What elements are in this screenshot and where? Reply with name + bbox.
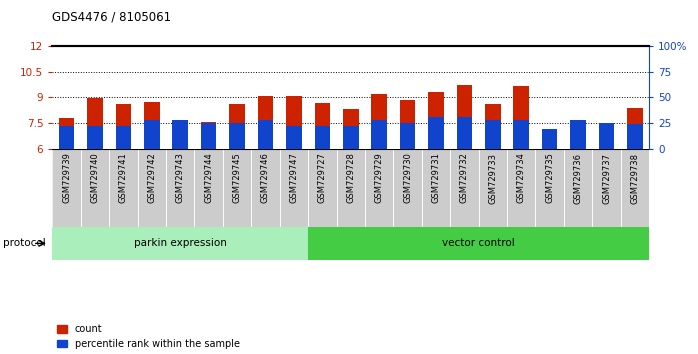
Bar [286,96,302,149]
Text: GSM729745: GSM729745 [232,153,242,203]
Text: parkin expression: parkin expression [134,238,227,249]
Bar [456,85,473,149]
Bar [109,149,138,227]
Bar [570,144,586,149]
Bar [229,123,245,149]
Bar [428,92,444,149]
Bar [81,149,109,227]
Bar [201,122,216,149]
Text: GSM729732: GSM729732 [460,153,469,204]
Bar [514,86,529,149]
Text: GSM729735: GSM729735 [545,153,554,204]
Bar [514,120,529,149]
Bar [87,126,103,149]
Bar [315,103,330,149]
Bar [166,149,195,227]
Bar [428,117,444,149]
Bar [400,123,415,149]
Bar [627,124,643,149]
Bar [223,149,251,227]
Text: GSM729738: GSM729738 [630,153,639,204]
Bar [59,118,75,149]
Text: protocol: protocol [3,238,46,249]
Bar [52,227,308,260]
Bar [371,120,387,149]
Bar [627,108,643,149]
Bar [365,149,394,227]
Text: GSM729741: GSM729741 [119,153,128,203]
Bar [542,129,558,149]
Bar [371,94,387,149]
Legend: count, percentile rank within the sample: count, percentile rank within the sample [57,324,239,349]
Bar [308,227,649,260]
Bar [315,126,330,149]
Bar [201,123,216,149]
Bar [116,104,131,149]
Text: GSM729743: GSM729743 [176,153,185,204]
Bar [507,149,535,227]
Bar [542,144,558,149]
Bar [87,98,103,149]
Text: GSM729727: GSM729727 [318,153,327,204]
Bar [258,120,274,149]
Bar [286,126,302,149]
Bar [535,149,564,227]
Bar [343,126,359,149]
Text: GSM729731: GSM729731 [431,153,440,204]
Bar [485,104,500,149]
Bar [308,149,336,227]
Bar [479,149,507,227]
Bar [172,123,188,149]
Text: GSM729744: GSM729744 [204,153,213,203]
Bar [116,126,131,149]
Bar [258,96,274,149]
Bar [450,149,479,227]
Bar [172,120,188,149]
Text: vector control: vector control [443,238,515,249]
Bar [138,149,166,227]
Bar [400,100,415,149]
Bar [599,137,614,149]
Text: GSM729730: GSM729730 [403,153,412,204]
Bar [343,109,359,149]
Bar [621,149,649,227]
Bar [144,120,160,149]
Bar [394,149,422,227]
Text: GSM729734: GSM729734 [517,153,526,204]
Bar [195,149,223,227]
Bar [422,149,450,227]
Text: GDS4476 / 8105061: GDS4476 / 8105061 [52,11,172,24]
Bar [599,123,614,149]
Text: GSM729728: GSM729728 [346,153,355,204]
Bar [336,149,365,227]
Text: GSM729729: GSM729729 [375,153,384,203]
Bar [564,149,593,227]
Bar [52,149,81,227]
Text: GSM729739: GSM729739 [62,153,71,204]
Bar [229,104,245,149]
Text: GSM729747: GSM729747 [290,153,299,204]
Bar [456,117,473,149]
Bar [251,149,280,227]
Bar [144,102,160,149]
Bar [570,120,586,149]
Text: GSM729746: GSM729746 [261,153,270,204]
Bar [280,149,308,227]
Bar [59,126,75,149]
Text: GSM729742: GSM729742 [147,153,156,203]
Text: GSM729733: GSM729733 [489,153,498,204]
Text: GSM729740: GSM729740 [91,153,100,203]
Bar [593,149,621,227]
Text: GSM729737: GSM729737 [602,153,611,204]
Bar [485,120,500,149]
Text: GSM729736: GSM729736 [574,153,583,204]
